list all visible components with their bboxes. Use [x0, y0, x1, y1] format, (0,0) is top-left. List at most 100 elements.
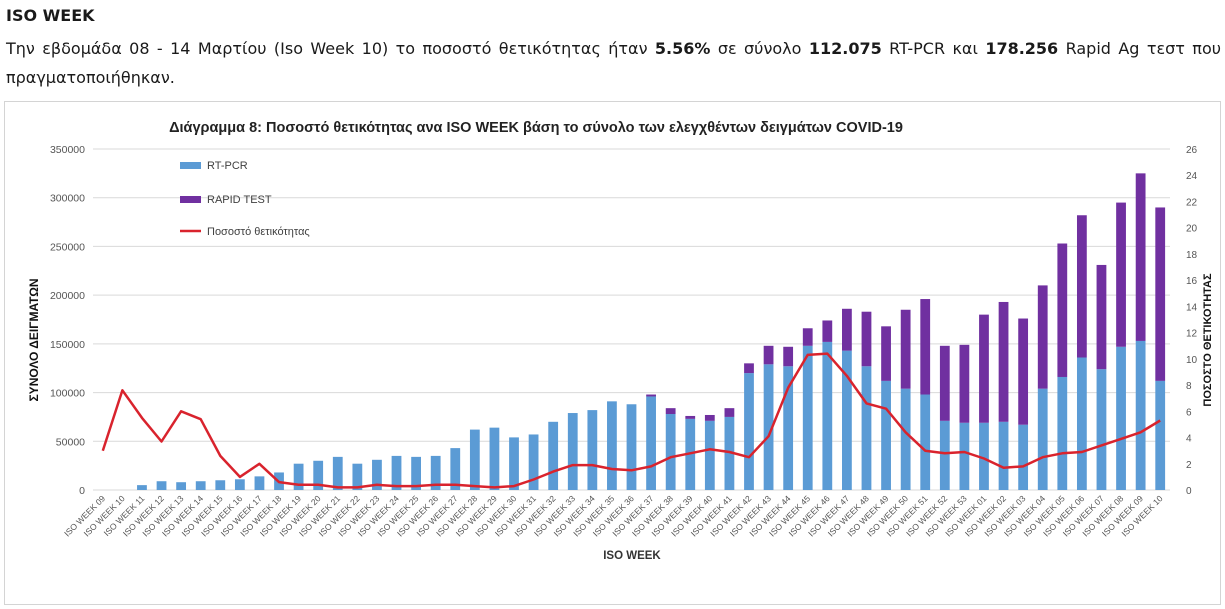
- rtpcr-total: 112.075: [808, 39, 882, 58]
- y-tick-label: 200000: [50, 290, 85, 302]
- bar-rtpcr: [313, 460, 324, 490]
- summary-text-2: σε σύνολο: [710, 39, 809, 58]
- y2-tick-label: 14: [1186, 302, 1198, 313]
- bar-rtpcr: [137, 485, 147, 490]
- y2-tick-label: 18: [1186, 250, 1198, 261]
- bar-rapid: [842, 308, 852, 351]
- bar-rapid: [744, 363, 754, 374]
- bar-rtpcr: [861, 366, 872, 490]
- bar-rapid: [724, 408, 735, 417]
- legend-label-rapid: RAPID TEST: [207, 194, 272, 206]
- bar-rtpcr: [234, 479, 245, 490]
- bar-rtpcr: [528, 434, 539, 490]
- bar-rtpcr: [469, 429, 480, 490]
- bar-rtpcr: [411, 456, 421, 490]
- y2-tick-label: 20: [1186, 224, 1198, 235]
- bar-rtpcr: [920, 394, 931, 490]
- bars: [137, 173, 1166, 490]
- y2-tick-label: 12: [1186, 329, 1198, 340]
- bar-rapid: [861, 311, 872, 367]
- legend-swatch-rtpcr: [180, 162, 201, 169]
- y-axis-title: ΣΥΝΟΛΟ ΔΕΙΓΜΑΤΩΝ: [27, 278, 41, 401]
- bar-rtpcr: [1076, 357, 1087, 490]
- bar-rtpcr: [548, 421, 559, 490]
- bar-rapid: [900, 309, 911, 389]
- bar-rtpcr: [1057, 376, 1068, 490]
- bar-rapid: [704, 414, 715, 421]
- bar-rtpcr: [704, 420, 715, 490]
- bar-rtpcr: [195, 481, 206, 490]
- bar-rapid: [665, 408, 676, 415]
- bar-rapid: [1116, 202, 1126, 347]
- y-tick-label: 0: [79, 485, 85, 497]
- bar-rtpcr: [567, 413, 578, 490]
- y2-tick-label: 26: [1186, 145, 1198, 156]
- bar-rtpcr: [352, 463, 363, 490]
- bar-rapid: [1155, 207, 1166, 381]
- bar-rtpcr: [1037, 388, 1048, 490]
- bar-rapid: [1135, 173, 1146, 341]
- bar-rapid: [685, 415, 696, 419]
- bar-rtpcr: [176, 482, 187, 490]
- chart-title: Διάγραμμα 8: Ποσοστό θετικότητας ανα ISO…: [169, 120, 903, 136]
- bar-rapid: [763, 345, 774, 365]
- bar-rtpcr: [1135, 340, 1146, 490]
- y2-tick-label: 10: [1186, 355, 1198, 366]
- y-tick-label: 350000: [50, 144, 85, 156]
- bar-rapid: [1037, 285, 1048, 389]
- bar-rtpcr: [979, 422, 989, 490]
- positivity-rate: 5.56%: [654, 39, 711, 58]
- bar-rtpcr: [450, 448, 461, 490]
- legend: RT-PCR RAPID TEST Ποσοστό θετικότητας: [180, 160, 310, 238]
- y2-tick-label: 24: [1186, 171, 1198, 182]
- y-tick-label: 100000: [50, 388, 85, 400]
- grid-lines: [93, 148, 1170, 491]
- bar-rtpcr: [665, 414, 676, 490]
- y2-tick-label: 6: [1186, 407, 1192, 418]
- bar-rapid: [1057, 243, 1068, 377]
- bar-rtpcr: [430, 455, 441, 490]
- bar-rtpcr: [744, 373, 754, 490]
- bar-rtpcr: [842, 350, 852, 490]
- bar-rtpcr: [783, 366, 794, 490]
- bar-rtpcr: [293, 463, 304, 490]
- bar-rapid: [646, 394, 656, 397]
- bar-rtpcr: [156, 481, 167, 490]
- bar-rapid: [959, 344, 970, 423]
- y2-tick-label: 0: [1186, 486, 1192, 497]
- summary-text-1: Την εβδομάδα 08 - 14 Μαρτίου (Iso Week 1…: [6, 39, 655, 58]
- y2-tick-label: 2: [1186, 460, 1192, 471]
- y2-tick-label: 4: [1186, 434, 1192, 445]
- bar-rtpcr: [332, 456, 343, 490]
- bar-rapid: [1076, 215, 1087, 358]
- bar-rapid: [881, 326, 891, 381]
- y2-axis-title: ΠΟΣΟΣΤΟ ΘΕΤΙΚΟΤΗΤΑΣ: [1202, 273, 1214, 407]
- bar-rtpcr: [900, 388, 911, 490]
- bar-rtpcr: [254, 476, 265, 490]
- y-tick-label: 250000: [50, 241, 85, 253]
- bar-rtpcr: [626, 404, 637, 490]
- bar-rtpcr: [822, 341, 833, 490]
- positivity-line-group: [101, 352, 1161, 489]
- legend-label-rtpcr: RT-PCR: [207, 160, 248, 172]
- bar-rtpcr: [881, 380, 891, 490]
- bar-rtpcr: [939, 420, 950, 490]
- bar-rtpcr: [646, 396, 656, 490]
- bar-rapid: [783, 346, 794, 367]
- bar-rapid: [998, 301, 1009, 422]
- y2-tick-label: 8: [1186, 381, 1192, 392]
- bar-rtpcr: [802, 345, 813, 490]
- bar-rtpcr: [1096, 369, 1107, 490]
- bar-rapid: [920, 299, 931, 395]
- section-heading: ISO WEEK: [6, 6, 95, 25]
- bar-rtpcr: [215, 480, 226, 490]
- y-tick-label: 150000: [50, 339, 85, 351]
- y2-tick-label: 22: [1186, 197, 1198, 208]
- summary-text-4: Rapid Ag τεστ που πραγματοποιήθηκαν.: [6, 39, 1221, 87]
- bar-rapid: [1096, 264, 1107, 370]
- bar-rtpcr: [763, 364, 774, 490]
- y-tick-label: 300000: [50, 193, 85, 205]
- legend-swatch-rapid: [180, 196, 201, 203]
- chart-frame: 0 50000 100000 150000 200000 250000 300000 3500…: [4, 101, 1221, 605]
- bar-rtpcr: [587, 410, 598, 490]
